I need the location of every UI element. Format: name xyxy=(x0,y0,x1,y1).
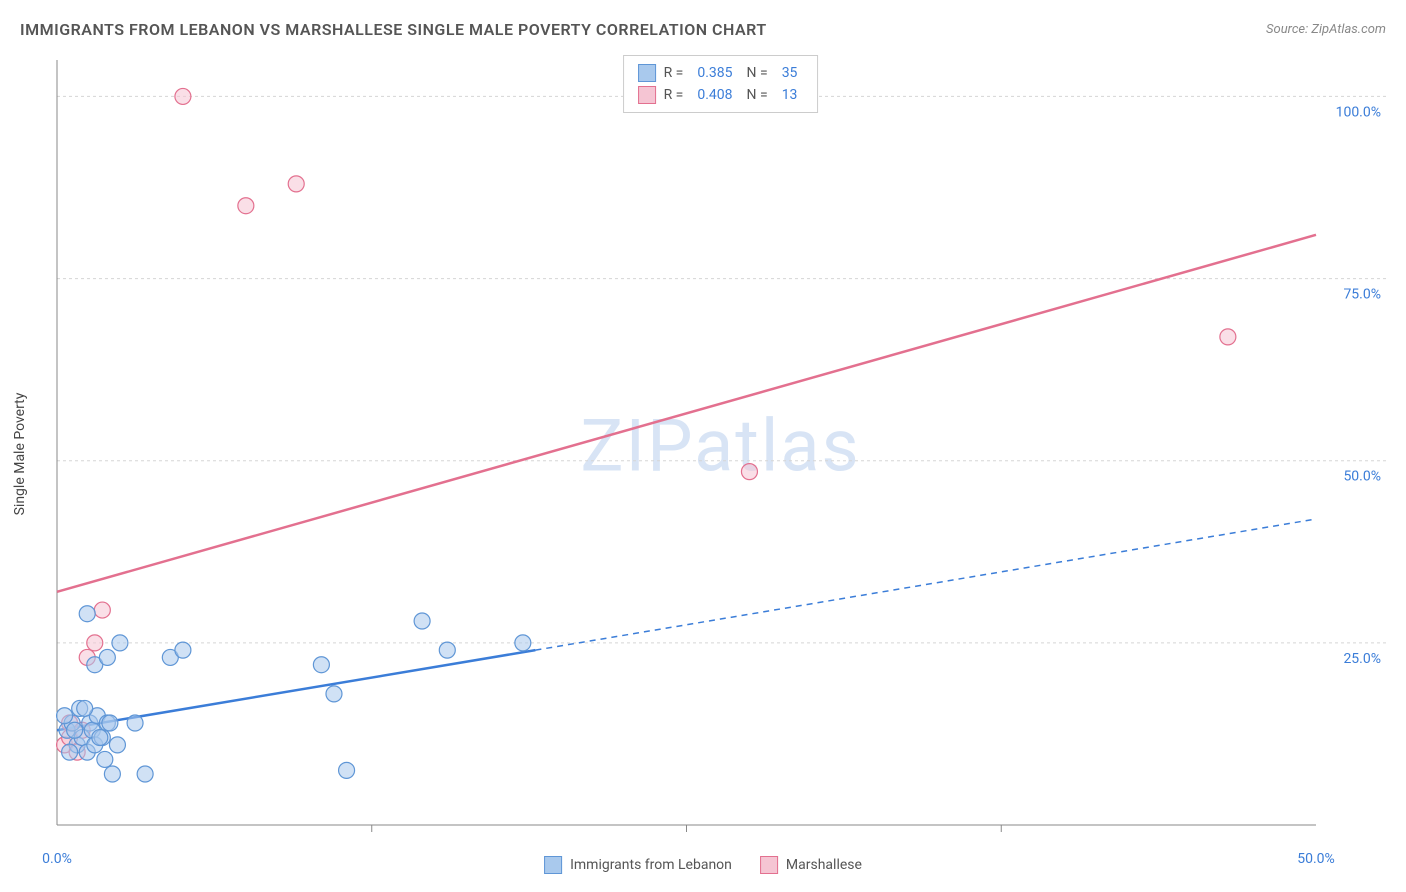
swatch-series1 xyxy=(638,64,656,82)
n-label-2: N = xyxy=(747,87,768,103)
r-label-1: R = xyxy=(664,65,684,81)
legend-swatch-series1 xyxy=(544,856,562,874)
correlation-stats-box: R = 0.385 N = 35 R = 0.408 N = 13 xyxy=(623,55,819,113)
legend-item-series1: Immigrants from Lebanon xyxy=(544,856,732,874)
r-value-1: 0.385 xyxy=(691,65,738,81)
legend-label-series1: Immigrants from Lebanon xyxy=(570,857,732,873)
n-value-1: 35 xyxy=(776,65,804,81)
bottom-legend: Immigrants from Lebanon Marshallese xyxy=(544,856,862,874)
svg-text:75.0%: 75.0% xyxy=(1343,287,1381,303)
chart-container: ZIPatlas R = 0.385 N = 35 R = 0.408 N = … xyxy=(55,55,1386,837)
stats-row-series1: R = 0.385 N = 35 xyxy=(638,62,804,84)
legend-swatch-series2 xyxy=(760,856,778,874)
r-label-2: R = xyxy=(664,87,684,103)
stats-row-series2: R = 0.408 N = 13 xyxy=(638,84,804,106)
x-tick-label: 0.0% xyxy=(42,851,72,867)
x-tick-label: 50.0% xyxy=(1297,851,1335,867)
legend-item-series2: Marshallese xyxy=(760,856,862,874)
legend-label-series2: Marshallese xyxy=(786,857,862,873)
y-axis-label: Single Male Poverty xyxy=(12,393,28,516)
svg-text:25.0%: 25.0% xyxy=(1343,651,1381,667)
r-value-2: 0.408 xyxy=(691,87,738,103)
n-label-1: N = xyxy=(747,65,768,81)
svg-text:50.0%: 50.0% xyxy=(1343,469,1381,485)
chart-title: IMMIGRANTS FROM LEBANON VS MARSHALLESE S… xyxy=(20,20,767,39)
scatter-plot: 25.0% 50.0% 75.0% 100.0% xyxy=(55,55,1386,837)
source-label: Source: ZipAtlas.com xyxy=(1266,22,1386,37)
n-value-2: 13 xyxy=(776,87,804,103)
svg-text:100.0%: 100.0% xyxy=(1336,104,1381,120)
swatch-series2 xyxy=(638,86,656,104)
